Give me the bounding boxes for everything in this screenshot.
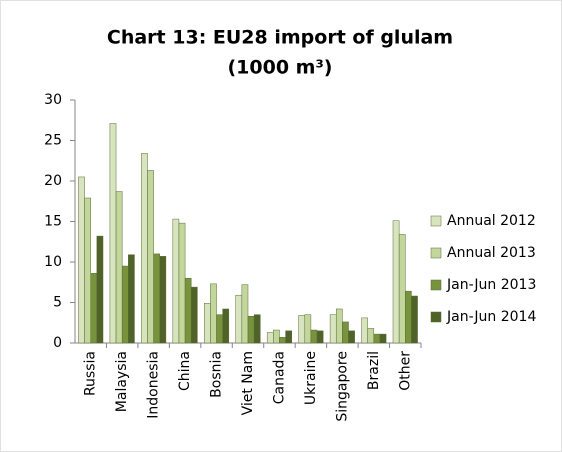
bar <box>109 123 117 344</box>
bar <box>392 220 400 344</box>
bar <box>329 314 337 344</box>
bar <box>78 176 85 344</box>
bar <box>411 295 418 344</box>
bar <box>310 329 318 344</box>
bar <box>90 273 98 344</box>
bar <box>342 321 349 344</box>
y-tick-label: 15 <box>44 214 62 230</box>
bar <box>361 317 368 344</box>
bar <box>298 315 306 344</box>
bar <box>405 290 412 344</box>
bar <box>285 330 292 344</box>
bar <box>247 316 255 344</box>
y-tick-label: 10 <box>44 254 62 270</box>
x-tick-label: Singapore <box>334 351 350 422</box>
legend-swatch <box>430 311 442 323</box>
y-tick-label: 30 <box>44 92 62 108</box>
bar <box>121 265 129 344</box>
x-tick-label: Malaysia <box>114 351 130 412</box>
y-tick-label: 5 <box>53 295 62 311</box>
bar <box>190 286 198 344</box>
legend-label: Jan-Jun 2014 <box>446 309 536 325</box>
bar <box>316 330 324 344</box>
bar <box>279 337 286 344</box>
bar <box>159 256 167 344</box>
x-tick-label: Brazil <box>366 351 382 390</box>
y-tick-label: 25 <box>44 133 62 149</box>
bar <box>235 294 243 344</box>
bar <box>178 222 186 344</box>
bar <box>128 254 135 344</box>
legend-label: Jan-Jun 2013 <box>446 277 536 293</box>
bar <box>216 314 223 344</box>
bar <box>367 328 375 344</box>
bar <box>172 218 180 344</box>
x-tick-label: Russia <box>83 351 99 396</box>
x-tick-label: China <box>177 351 193 391</box>
bar <box>266 332 274 344</box>
bar <box>241 284 249 344</box>
y-tick-label: 20 <box>44 173 62 189</box>
legend-swatch <box>430 215 442 227</box>
bar <box>335 308 343 344</box>
x-tick-label: Indonesia <box>146 351 162 419</box>
bar <box>96 235 104 344</box>
bar <box>84 197 91 344</box>
legend-label: Annual 2012 <box>447 213 536 229</box>
bar <box>398 234 406 344</box>
bar <box>153 253 161 344</box>
legend-label: Annual 2013 <box>447 245 536 261</box>
bar <box>184 277 192 344</box>
bar <box>373 333 381 344</box>
bar <box>141 153 148 344</box>
bar <box>304 314 312 344</box>
bar <box>204 303 211 344</box>
legend-swatch <box>430 247 442 259</box>
x-tick-label: Ukraine <box>303 351 319 405</box>
x-tick-label: Canada <box>271 351 287 404</box>
bar <box>222 308 230 344</box>
x-tick-label: Bosnia <box>209 351 225 398</box>
y-tick-label: 0 <box>53 335 62 351</box>
chart-subtitle: (1000 m³) <box>228 57 333 79</box>
bar <box>147 170 154 344</box>
bar <box>348 330 355 344</box>
bar <box>379 333 387 344</box>
x-tick-label: Viet Nam <box>240 351 256 415</box>
bar <box>273 329 280 344</box>
legend-swatch <box>430 279 442 291</box>
bar <box>210 283 217 344</box>
bar <box>115 191 123 344</box>
chart-title: Chart 13: EU28 import of glulam <box>107 27 453 49</box>
x-tick-label: Other <box>397 351 413 391</box>
bar <box>253 314 261 344</box>
